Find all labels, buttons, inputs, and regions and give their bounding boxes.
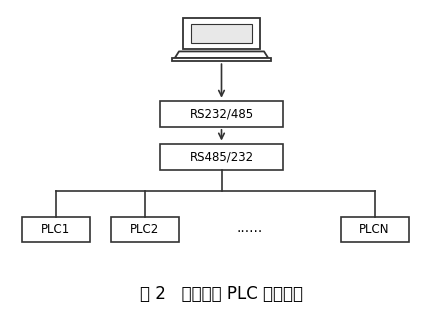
Text: ......: ...... [236,221,262,235]
Bar [183,18,260,49]
Text: PLCN: PLCN [359,223,390,236]
Bar [160,144,283,170]
Polygon shape [175,51,268,58]
Bar [191,24,252,43]
Bar [171,58,272,61]
Text: RS485/232: RS485/232 [190,150,253,163]
Bar [22,217,89,241]
Bar [160,101,283,127]
Text: PLC2: PLC2 [130,223,159,236]
Bar [341,217,408,241]
Text: PLC1: PLC1 [41,223,70,236]
Bar [111,217,179,241]
Text: RS232/485: RS232/485 [190,107,253,120]
Text: 图 2   现场总线 PLC 控制系统: 图 2 现场总线 PLC 控制系统 [140,285,303,303]
